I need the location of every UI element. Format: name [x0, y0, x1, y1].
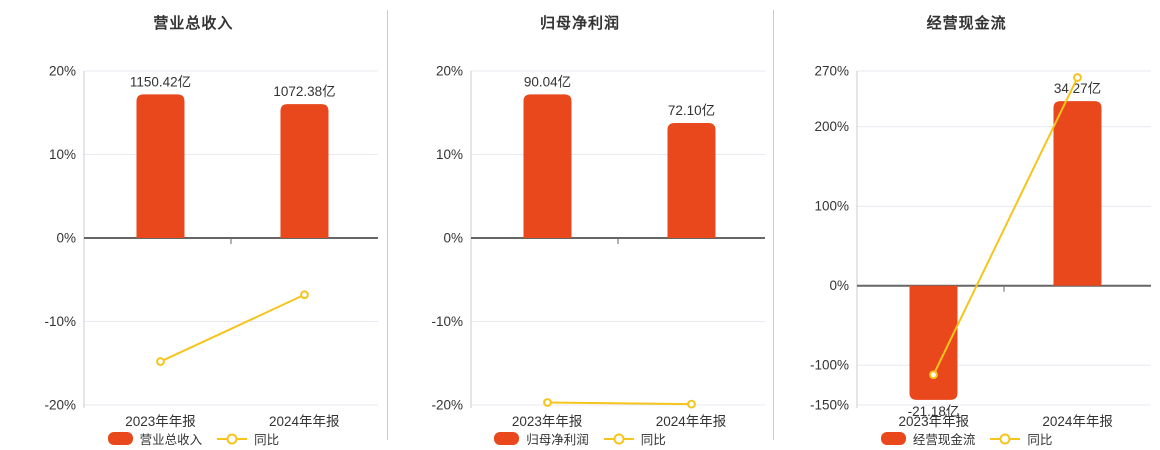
yoy-point — [686, 399, 696, 409]
bar-legend-swatch-icon[interactable] — [107, 432, 133, 445]
y-tick-label: 20% — [436, 64, 463, 79]
yoy-point — [542, 398, 552, 407]
x-axis-label: 2023年年报 — [125, 414, 196, 429]
chart-panel-operating-cash-flow: 经营现金流 270% 200% 100% 0% -100% -150% -21.18亿 34.… — [773, 0, 1160, 450]
bar — [667, 123, 716, 238]
y-tick-label: 270% — [815, 64, 850, 79]
bar-legend-label[interactable]: 归母净利润 — [526, 433, 589, 447]
yoy-line — [160, 293, 305, 363]
line-legend-label[interactable]: 同比 — [640, 433, 666, 447]
chart-legend: 归母净利润 同比 — [387, 429, 774, 448]
y-tick-label: -150% — [810, 397, 849, 412]
line-legend-label[interactable]: 同比 — [1027, 433, 1053, 447]
panel-divider — [773, 10, 775, 440]
bar-value-label: 90.04亿 — [524, 74, 571, 89]
bar-value-label: 1150.42亿 — [130, 74, 191, 89]
line-legend-icon[interactable] — [990, 432, 1021, 446]
bar — [280, 104, 329, 238]
line-legend-label[interactable]: 同比 — [254, 433, 280, 447]
y-tick-label: -20% — [45, 397, 76, 412]
x-axis-label: 2024年年报 — [655, 414, 727, 429]
chart-title: 营业总收入 — [153, 15, 234, 32]
y-tick-label: 0% — [830, 278, 850, 293]
bar-value-label: 1072.38亿 — [273, 84, 335, 99]
y-tick-label: -100% — [810, 358, 849, 373]
chart-panel-revenue: 营业总收入 20% 10% 0% -10% -20% 1150.42亿 1072.38亿 2… — [0, 0, 387, 450]
line-legend-icon[interactable] — [603, 432, 634, 446]
cash-flow-chart: 270% 200% 100% 0% -100% -150% -21.18亿 34.27亿 — [810, 64, 1152, 419]
y-tick-label: 10% — [436, 147, 463, 162]
chart-legend: 营业总收入 同比 — [0, 429, 387, 448]
bar-value-label: 34.27亿 — [1054, 81, 1101, 96]
y-tick-label: -10% — [45, 314, 76, 329]
bar-legend-swatch-icon[interactable] — [494, 432, 520, 445]
bar — [909, 285, 958, 400]
revenue-chart: 20% 10% 0% -10% -20% 1150.42亿 1072.38亿 — [45, 64, 378, 412]
chart-legend: 经营现金流 同比 — [773, 429, 1160, 448]
yoy-point — [929, 370, 939, 380]
y-tick-label: 200% — [815, 119, 850, 134]
y-tick-label: -20% — [431, 397, 462, 412]
line-legend-icon[interactable] — [217, 432, 248, 446]
y-tick-label: 0% — [56, 230, 76, 245]
bar-value-label: 72.10亿 — [668, 103, 715, 118]
bar-legend-label[interactable]: 经营现金流 — [912, 433, 976, 447]
bar-value-label: -21.18亿 — [908, 404, 960, 419]
bar — [1053, 101, 1102, 286]
y-tick-label: -10% — [431, 314, 462, 329]
y-tick-label: 20% — [49, 64, 76, 79]
chart-panel-net-profit: 归母净利润 20% 10% 0% -10% -20% 90.04亿 72.10亿 2023年… — [386, 0, 774, 450]
x-axis-label: 2023年年报 — [511, 414, 583, 429]
yoy-line — [547, 401, 692, 406]
y-tick-label: 10% — [49, 147, 76, 162]
panel-divider — [386, 10, 388, 440]
yoy-point — [156, 357, 165, 366]
bar — [523, 94, 572, 238]
yoy-point — [300, 290, 309, 300]
y-tick-label: 100% — [815, 199, 850, 214]
yoy-line — [932, 77, 1079, 376]
x-axis-label: 2023年年报 — [898, 414, 970, 429]
chart-title: 归母净利润 — [540, 15, 621, 32]
x-axis-label: 2024年年报 — [1042, 414, 1113, 429]
net-profit-chart: 20% 10% 0% -10% -20% 90.04亿 72.10亿 — [431, 64, 765, 412]
bar-legend-label[interactable]: 营业总收入 — [139, 433, 203, 447]
bar — [136, 94, 185, 238]
yoy-point — [1073, 73, 1083, 82]
y-tick-label: 0% — [443, 230, 463, 245]
chart-title: 经营现金流 — [926, 15, 1007, 32]
bar-legend-swatch-icon[interactable] — [880, 432, 906, 445]
x-axis-label: 2024年年报 — [269, 414, 340, 429]
